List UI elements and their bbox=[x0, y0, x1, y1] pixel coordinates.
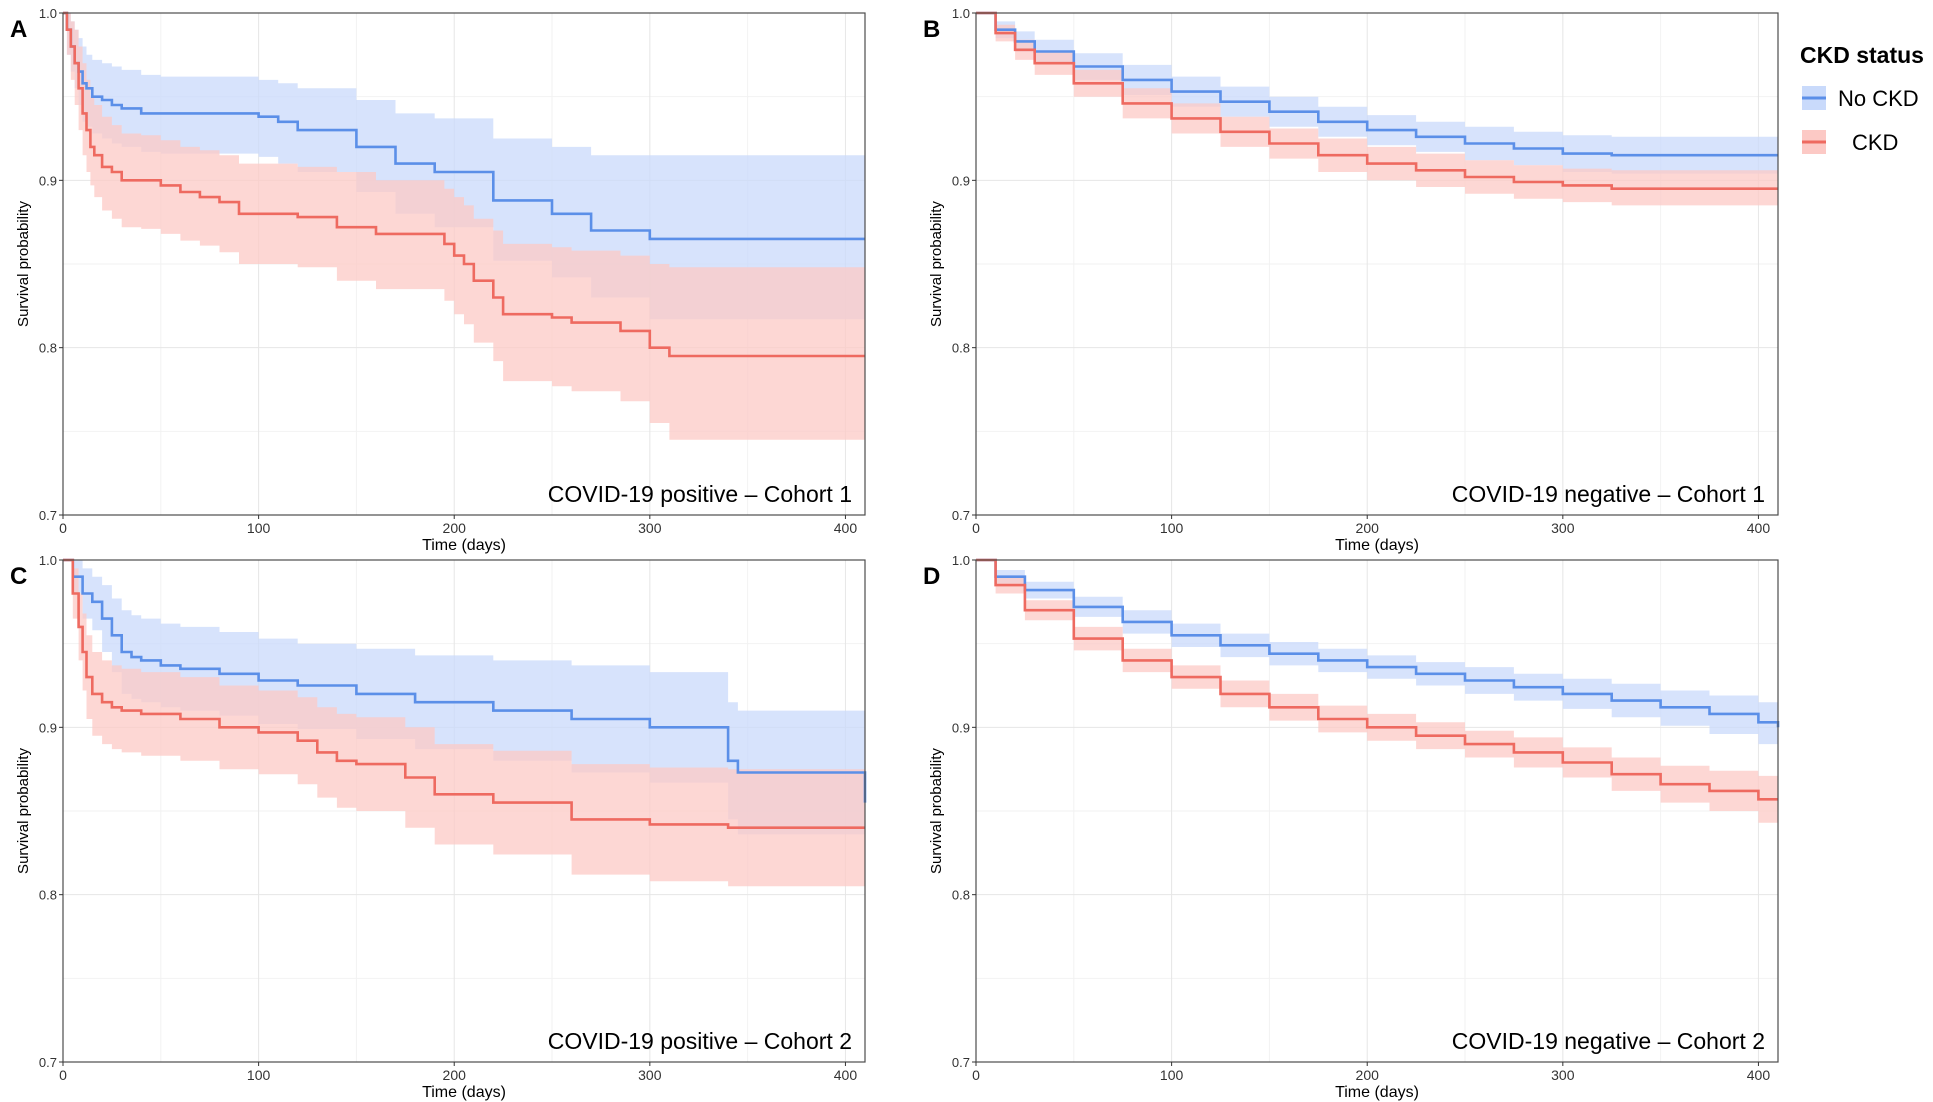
y-tick-label: 1.0 bbox=[952, 6, 970, 21]
y-tick-label: 0.9 bbox=[952, 720, 970, 735]
panel-border-d bbox=[975, 559, 1779, 1063]
y-tick-label: 1.0 bbox=[39, 6, 57, 21]
legend-title: CKD status bbox=[1800, 42, 1924, 68]
panel-border-c bbox=[62, 559, 866, 1063]
y-tick-label: 1.0 bbox=[952, 553, 970, 568]
y-tick-label: 0.7 bbox=[39, 508, 57, 523]
panel-label-b: B bbox=[923, 16, 940, 43]
panel-label-d: D bbox=[923, 563, 940, 590]
x-tick-label: 400 bbox=[1747, 1067, 1771, 1083]
panels: 0 100 200 300 400 0.7 0.8 0.9 1.0 Time (days) Surv… bbox=[10, 6, 1780, 1101]
x-tick-label: 300 bbox=[1551, 520, 1575, 536]
x-tick-label: 200 bbox=[443, 520, 467, 536]
x-tick-label: 300 bbox=[638, 520, 662, 536]
survival-curve-no-ckd-c bbox=[63, 558, 867, 803]
survival-curve-ckd-a bbox=[63, 11, 865, 358]
panel-label-a: A bbox=[10, 16, 27, 43]
legend-label-ckd: CKD bbox=[1852, 130, 1898, 155]
x-tick-label: 400 bbox=[1747, 520, 1771, 536]
cohort-annotation-b: COVID-19 negative – Cohort 1 bbox=[1452, 481, 1765, 507]
x-tick-label: 100 bbox=[1160, 520, 1184, 536]
survival-curve-ckd-d bbox=[976, 558, 1778, 801]
survival-curve-no-ckd-d bbox=[976, 558, 1780, 728]
legend: CKD status No CKD CKD bbox=[1800, 42, 1924, 155]
x-axis-title-d: Time (days) bbox=[1335, 1084, 1419, 1101]
x-tick-label: 400 bbox=[834, 520, 858, 536]
x-axis-title-a: Time (days) bbox=[422, 537, 506, 554]
x-tick-label: 400 bbox=[834, 1067, 858, 1083]
y-axis-title-d: Survival probability bbox=[928, 748, 945, 874]
x-axis-title-c: Time (days) bbox=[422, 1084, 506, 1101]
y-axis-title-b: Survival probability bbox=[928, 201, 945, 327]
y-axis-title-c: Survival probability bbox=[15, 748, 32, 874]
x-tick-label: 100 bbox=[1160, 1067, 1184, 1083]
grid-b bbox=[975, 12, 1778, 516]
panel-label-c: C bbox=[10, 563, 27, 590]
survival-curve-ckd-c bbox=[63, 558, 865, 829]
ci-band-no-ckd-a bbox=[63, 13, 865, 320]
y-tick-label: 0.7 bbox=[39, 1055, 57, 1070]
panel-border-a bbox=[62, 12, 866, 516]
panel-c: 0 100 200 300 400 0.7 0.8 0.9 1.0 Time (days) Surv… bbox=[10, 553, 867, 1101]
survival-curve-ckd-b bbox=[976, 11, 1778, 190]
ci-band-no-ckd-d bbox=[976, 560, 1778, 750]
x-tick-label: 300 bbox=[1551, 1067, 1575, 1083]
panel-a: 0 100 200 300 400 0.7 0.8 0.9 1.0 Time (days) Surv… bbox=[10, 6, 866, 554]
x-axis-title-b: Time (days) bbox=[1335, 537, 1419, 554]
y-axis-title-a: Survival probability bbox=[15, 201, 32, 327]
survival-curve-no-ckd-b bbox=[976, 11, 1778, 157]
y-tick-label: 0.8 bbox=[952, 341, 970, 356]
panel-border-b bbox=[975, 12, 1779, 516]
y-tick-label: 0.8 bbox=[952, 888, 970, 903]
y-tick-label: 0.9 bbox=[952, 173, 970, 188]
ci-band-ckd-a bbox=[63, 13, 865, 440]
panel-d: 0 100 200 300 400 0.7 0.8 0.9 1.0 Time (days) Surv… bbox=[923, 553, 1780, 1101]
y-tick-label: 0.9 bbox=[39, 720, 57, 735]
ci-band-ckd-b bbox=[976, 13, 1778, 206]
x-tick-label: 300 bbox=[638, 1067, 662, 1083]
y-tick-label: 0.7 bbox=[952, 508, 970, 523]
x-tick-label: 200 bbox=[1356, 520, 1380, 536]
x-tick-label: 0 bbox=[972, 520, 980, 536]
y-tick-label: 1.0 bbox=[39, 553, 57, 568]
y-tick-label: 0.7 bbox=[952, 1055, 970, 1070]
x-tick-label: 100 bbox=[247, 1067, 271, 1083]
ci-band-no-ckd-c bbox=[63, 560, 865, 895]
ci-band-ckd-d bbox=[976, 560, 1778, 823]
legend-label-no-ckd: No CKD bbox=[1838, 86, 1919, 111]
panel-b: 0 100 200 300 400 0.7 0.8 0.9 1.0 Time (days) Surv… bbox=[923, 6, 1779, 554]
ci-band-ckd-c bbox=[63, 560, 865, 887]
y-tick-label: 0.8 bbox=[39, 888, 57, 903]
y-tick-label: 0.8 bbox=[39, 341, 57, 356]
x-tick-label: 0 bbox=[59, 520, 67, 536]
x-tick-label: 0 bbox=[59, 1067, 67, 1083]
x-tick-label: 100 bbox=[247, 520, 271, 536]
cohort-annotation-d: COVID-19 negative – Cohort 2 bbox=[1452, 1028, 1765, 1054]
y-tick-label: 0.9 bbox=[39, 173, 57, 188]
x-tick-label: 200 bbox=[1356, 1067, 1380, 1083]
x-tick-label: 0 bbox=[972, 1067, 980, 1083]
cohort-annotation-a: COVID-19 positive – Cohort 1 bbox=[548, 481, 852, 507]
x-tick-label: 200 bbox=[443, 1067, 467, 1083]
cohort-annotation-c: COVID-19 positive – Cohort 2 bbox=[548, 1028, 852, 1054]
